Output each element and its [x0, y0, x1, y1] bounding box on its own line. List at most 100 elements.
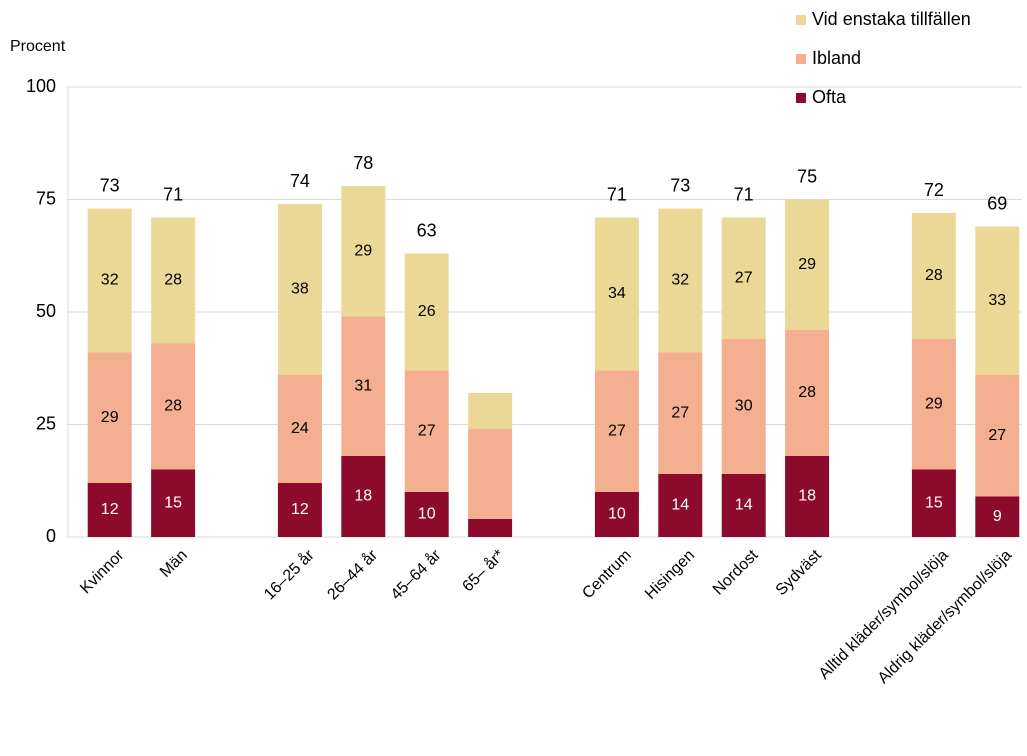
value-label: 15	[164, 494, 182, 511]
value-label: 32	[671, 272, 689, 289]
total-label: 74	[290, 171, 310, 191]
value-label: 30	[735, 398, 753, 415]
x-tick-label: 45–64 år	[387, 546, 445, 604]
bar-segment	[277, 483, 322, 537]
total-label: 69	[987, 193, 1007, 213]
bar-segment	[404, 370, 449, 492]
y-tick-label: 25	[36, 413, 56, 433]
bar-segment	[87, 352, 132, 483]
value-label: 29	[354, 242, 372, 259]
x-tick-label: Hisingen	[642, 547, 698, 603]
x-tick-label: Män	[157, 547, 191, 581]
value-label: 24	[291, 420, 309, 437]
bar-segment	[721, 217, 766, 339]
y-axis-label: Procent	[10, 38, 66, 55]
value-label: 29	[101, 409, 119, 426]
bar-segment	[468, 429, 513, 519]
bar-segment	[594, 370, 639, 492]
bar-segment	[658, 352, 703, 474]
legend-label: Vid enstaka tillfällen	[812, 9, 971, 29]
bar-segment	[277, 375, 322, 483]
value-label: 14	[671, 497, 689, 514]
value-label: 28	[925, 267, 943, 284]
total-label: 71	[734, 184, 754, 204]
total-label: 78	[353, 153, 373, 173]
value-label: 12	[291, 501, 309, 518]
bar-segment	[721, 339, 766, 474]
bar-segment	[975, 226, 1020, 375]
y-tick-label: 100	[26, 76, 56, 96]
bar-segment	[404, 253, 449, 371]
value-label: 29	[798, 256, 816, 273]
total-label: 63	[417, 220, 437, 240]
value-label: 38	[291, 281, 309, 298]
legend-label: Ofta	[812, 87, 847, 107]
value-label: 9	[993, 508, 1002, 525]
value-label: 14	[735, 497, 753, 514]
bar-segment	[341, 186, 386, 317]
total-label: 73	[100, 175, 120, 195]
bar-segment	[785, 199, 830, 330]
total-label: 71	[607, 184, 627, 204]
x-tick-label: 16–25 år	[260, 546, 318, 604]
bar-segment	[594, 492, 639, 537]
value-label: 18	[354, 488, 372, 505]
x-tick-label: Alltid kläder/symbol/slöja	[816, 547, 952, 683]
legend-swatch	[796, 93, 806, 103]
bar-segment	[911, 469, 956, 537]
y-tick-label: 0	[46, 526, 56, 546]
value-label: 12	[101, 501, 119, 518]
bar-segment	[404, 492, 449, 537]
x-tick-label: 65– år*	[459, 546, 508, 595]
bar-segment	[151, 343, 196, 470]
value-label: 27	[418, 422, 436, 439]
bar-segment	[341, 456, 386, 537]
bar-segment	[87, 208, 132, 353]
value-label: 28	[164, 272, 182, 289]
bar-segment	[468, 519, 513, 537]
total-label: 71	[163, 184, 183, 204]
value-label: 27	[735, 269, 753, 286]
bar-segment	[594, 217, 639, 371]
x-tick-label: Kvinnor	[77, 546, 128, 597]
bar-segment	[341, 316, 386, 456]
x-tick-label: Centrum	[579, 547, 634, 602]
bar-segment	[87, 483, 132, 537]
bar-segment	[785, 330, 830, 456]
bar-segment	[911, 213, 956, 339]
bar-segment	[468, 393, 513, 429]
value-label: 28	[164, 398, 182, 415]
bar-segment	[785, 456, 830, 537]
y-tick-label: 50	[36, 301, 56, 321]
legend-swatch	[796, 15, 806, 25]
value-label: 15	[925, 494, 943, 511]
bar-segment	[151, 469, 196, 537]
bar-segment	[151, 217, 196, 344]
value-label: 31	[354, 377, 372, 394]
value-label: 28	[798, 384, 816, 401]
y-tick-label: 75	[36, 188, 56, 208]
value-label: 18	[798, 488, 816, 505]
value-label: 34	[608, 285, 626, 302]
bar-segment	[658, 474, 703, 537]
value-label: 26	[418, 303, 436, 320]
x-tick-label: Nordost	[710, 546, 762, 598]
value-label: 27	[671, 404, 689, 421]
value-label: 32	[101, 272, 119, 289]
bar-segment	[911, 339, 956, 470]
value-label: 27	[608, 422, 626, 439]
x-tick-label: 26–44 år	[324, 546, 382, 604]
bar-segment	[721, 474, 766, 537]
total-label: 73	[670, 175, 690, 195]
value-label: 10	[418, 506, 436, 523]
legend-label: Ibland	[812, 48, 861, 68]
value-label: 33	[988, 292, 1006, 309]
x-tick-label: Aldrig kläder/symbol/slöja	[875, 547, 1015, 687]
total-label: 75	[797, 166, 817, 186]
bar-segment	[975, 375, 1020, 497]
bar-segment	[975, 496, 1020, 537]
total-label: 72	[924, 180, 944, 200]
legend-swatch	[796, 54, 806, 64]
value-label: 29	[925, 395, 943, 412]
